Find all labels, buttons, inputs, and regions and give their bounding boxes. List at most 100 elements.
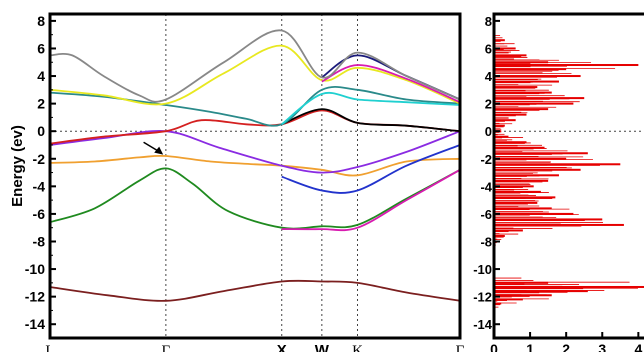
dos-bar — [494, 212, 574, 215]
dos-bar — [494, 179, 549, 182]
dos-bar — [494, 201, 538, 204]
band-y-axis-label: Energy (ev) — [9, 125, 26, 207]
band-line — [281, 91, 461, 126]
dos-bar — [494, 97, 585, 100]
band-grid — [50, 14, 460, 338]
y-tick-label: -10 — [25, 261, 45, 277]
dos-bar — [494, 64, 639, 67]
dos-x-tick-label: 1 — [526, 341, 534, 352]
dos-bar — [494, 141, 527, 144]
y-tick-label: 4 — [37, 68, 45, 84]
dos-bar — [494, 290, 588, 293]
dos-y-tick-label: 6 — [485, 41, 492, 56]
dos-y-tick-label: -10 — [473, 262, 492, 277]
y-tick-label: -6 — [33, 206, 46, 222]
dos-y-tick-label: -4 — [480, 179, 492, 194]
dos-bar — [494, 113, 527, 116]
band-line — [281, 144, 461, 194]
y-tick-label: 2 — [37, 96, 45, 112]
dos-bar — [494, 223, 624, 226]
k-point-label: X — [277, 342, 287, 352]
dos-bar — [494, 124, 505, 127]
dos-y-tick-label: -14 — [473, 317, 493, 332]
band-y-ticks: 8 6 4 2 0 -2 -4 -6 -8 -10 -12 -14 — [25, 13, 56, 339]
y-tick-label: 8 — [37, 13, 45, 29]
dos-y-tick-label: -12 — [473, 290, 492, 305]
dos-x-tick-label: 3 — [598, 341, 606, 352]
dos-bar — [494, 68, 567, 71]
dos-bar — [494, 196, 556, 199]
dos-bar — [494, 294, 552, 297]
dos-x-tick-label: 0 — [490, 341, 498, 352]
dos-bar — [494, 163, 621, 166]
band-line — [49, 109, 461, 145]
dos-y-tick-label: -6 — [480, 207, 492, 222]
band-structure-plot: 8 6 4 2 0 -2 -4 -6 -8 -10 -12 -14 L Γ X W K Γ Energy (ev… — [9, 12, 465, 352]
dos-bar — [494, 91, 552, 94]
band-annotation — [143, 141, 164, 155]
band-lines — [49, 29, 461, 302]
dos-x-tick-label: 4 — [634, 341, 642, 352]
dos-bar — [494, 47, 516, 50]
dos-bar — [494, 298, 523, 301]
dos-bar — [494, 281, 549, 284]
dos-y-tick-label: -2 — [480, 152, 492, 167]
dos-bar — [494, 207, 552, 210]
k-point-label: K — [352, 343, 363, 352]
dos-bar — [494, 102, 574, 105]
dos-bars — [494, 34, 644, 308]
k-point-label: Γ — [162, 343, 171, 352]
band-line — [49, 154, 461, 177]
dos-bar — [494, 285, 644, 288]
k-point-label: W — [315, 342, 330, 352]
dos-bar — [494, 234, 505, 237]
dos-bar — [494, 152, 588, 155]
dos-bar — [494, 80, 559, 83]
band-line — [49, 167, 461, 230]
dos-bar — [494, 39, 505, 42]
dos-bar — [494, 229, 523, 232]
band-line — [281, 169, 461, 232]
band-line — [49, 85, 461, 127]
dos-bar — [494, 135, 509, 138]
dos-bar — [494, 302, 502, 305]
y-tick-label: -14 — [25, 316, 45, 332]
k-point-label: Γ — [456, 343, 465, 352]
dos-bar — [494, 157, 567, 160]
dos-bar — [494, 185, 534, 188]
band-line — [49, 279, 461, 302]
dos-y-tick-label: 8 — [485, 14, 492, 29]
dos-x-ticks: 0 1 2 3 4 — [490, 332, 642, 352]
band-line — [281, 108, 461, 133]
dos-y-tick-label: 4 — [485, 69, 493, 84]
y-tick-label: 6 — [37, 40, 45, 56]
dos-plot: 8 6 4 2 0 -2 -4 -6 -8 -10 -12 -14 0 1 2 3 4 — [473, 12, 644, 352]
band-line — [49, 130, 461, 174]
y-tick-label: -8 — [33, 233, 46, 249]
y-tick-label: 0 — [37, 123, 45, 139]
dos-bar — [494, 146, 545, 149]
k-point-label: L — [45, 343, 54, 352]
band-plot-frame — [48, 12, 462, 340]
dos-plot-frame — [492, 12, 644, 340]
dos-y-ticks: 8 6 4 2 0 -2 -4 -6 -8 -10 -12 -14 — [473, 14, 500, 332]
dos-bar — [494, 75, 581, 78]
arrow-head — [154, 146, 164, 155]
dos-x-tick-label: 2 — [562, 341, 570, 352]
band-line — [49, 29, 461, 103]
band-line — [49, 44, 461, 106]
dos-y-tick-label: 0 — [485, 124, 492, 139]
y-tick-label: -12 — [25, 289, 45, 305]
dos-y-tick-label: 2 — [485, 97, 492, 112]
dos-y-tick-label: -8 — [480, 234, 492, 249]
dos-bar — [494, 190, 541, 193]
y-tick-label: -4 — [33, 178, 46, 194]
dos-bar — [494, 168, 581, 171]
dos-bar — [494, 174, 559, 177]
dos-bar — [494, 86, 538, 89]
dos-bar — [494, 108, 549, 111]
band-line — [321, 64, 461, 104]
dos-bar — [494, 218, 603, 221]
